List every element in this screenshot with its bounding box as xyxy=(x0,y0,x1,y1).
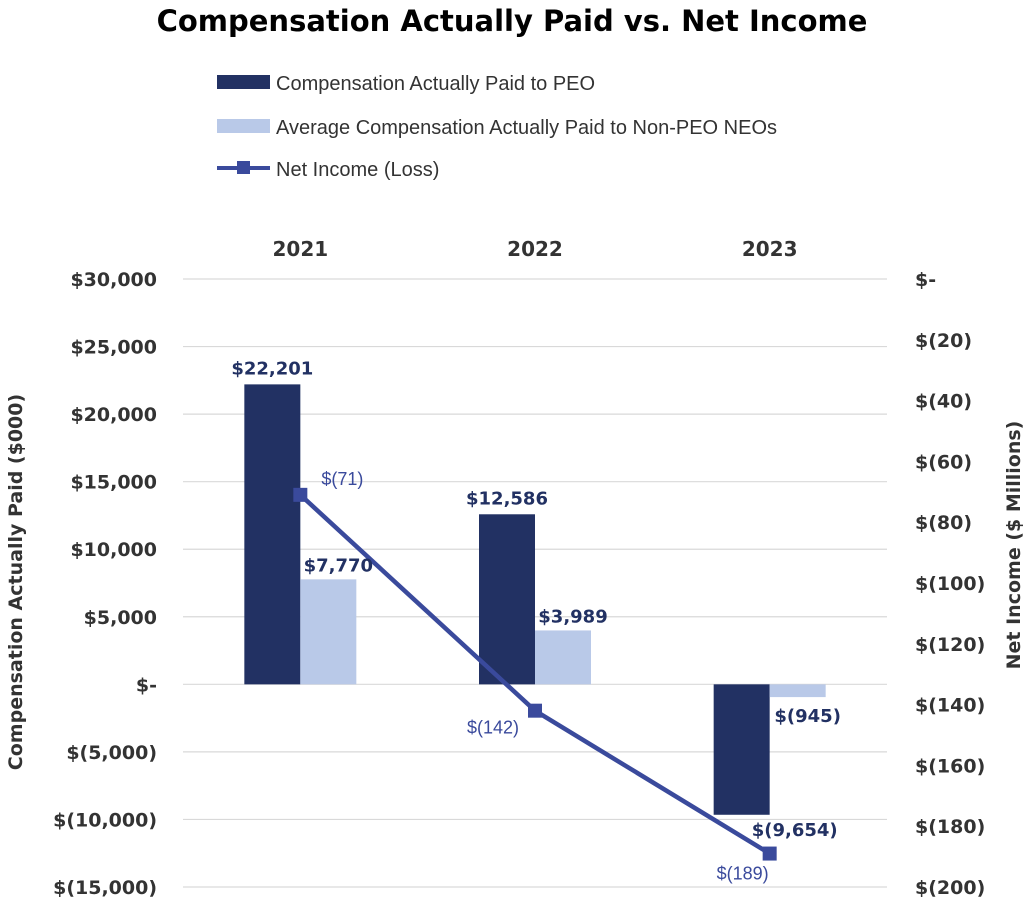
chart-title: Compensation Actually Paid vs. Net Incom… xyxy=(157,4,868,38)
left-tick-label: $15,000 xyxy=(70,472,157,494)
data-label-non-peo: $7,770 xyxy=(304,555,373,576)
right-tick-label: $(20) xyxy=(915,330,972,352)
category-label: 2023 xyxy=(742,237,798,261)
left-axis-ticks: $30,000 $25,000 $20,000 $15,000 $10,000 $5,00… xyxy=(53,269,157,899)
left-tick-label: $25,000 xyxy=(70,337,157,359)
left-tick-label: $(5,000) xyxy=(66,742,157,764)
right-tick-label: $(180) xyxy=(915,816,985,838)
left-tick-label: $30,000 xyxy=(70,269,157,291)
category-labels: 2021 2022 2023 xyxy=(272,237,797,261)
data-labels: $22,201 $7,770 $12,586 $3,989 $(9,654) $(945)… xyxy=(231,358,841,883)
legend-swatch-non-peo xyxy=(217,119,270,133)
bar-non-peo xyxy=(535,630,591,685)
data-label-non-peo: $(945) xyxy=(774,706,841,727)
data-label-peo: $12,586 xyxy=(466,488,548,509)
left-tick-label: $10,000 xyxy=(70,539,157,561)
legend: Compensation Actually Paid to PEO Averag… xyxy=(217,73,777,181)
net-income-marker xyxy=(293,487,308,502)
data-label-peo: $(9,654) xyxy=(752,820,838,841)
legend-label-non-peo: Average Compensation Actually Paid to No… xyxy=(276,117,777,139)
right-tick-label: $(80) xyxy=(915,512,972,534)
left-tick-label: $- xyxy=(136,674,157,696)
left-tick-label: $5,000 xyxy=(84,607,157,629)
data-label-non-peo: $3,989 xyxy=(538,606,607,627)
bars xyxy=(244,384,826,815)
left-tick-label: $(15,000) xyxy=(53,877,157,899)
right-tick-label: $(60) xyxy=(915,451,972,473)
bar-peo xyxy=(479,514,535,685)
category-label: 2021 xyxy=(272,237,328,261)
left-tick-label: $(10,000) xyxy=(53,809,157,831)
right-tick-label: $(40) xyxy=(915,391,972,413)
bar-peo xyxy=(244,384,301,685)
right-tick-label: $(160) xyxy=(915,755,985,777)
legend-marker-net-income xyxy=(237,161,250,174)
data-label-net-income: $(189) xyxy=(717,864,769,884)
left-tick-label: $20,000 xyxy=(70,404,157,426)
y2-axis-title: Net Income ($ Millions) xyxy=(1003,421,1025,670)
net-income-marker xyxy=(528,703,542,718)
data-label-net-income: $(142) xyxy=(467,718,519,738)
legend-label-net-income: Net Income (Loss) xyxy=(276,159,439,181)
bar-peo xyxy=(713,684,770,815)
data-label-net-income: $(71) xyxy=(321,469,363,489)
bar-non-peo xyxy=(769,684,826,698)
legend-swatch-peo xyxy=(217,75,270,89)
net-income-line xyxy=(293,487,777,861)
legend-label-peo: Compensation Actually Paid to PEO xyxy=(276,73,595,95)
right-tick-label: $(140) xyxy=(915,695,985,717)
bar-non-peo xyxy=(300,579,357,685)
right-tick-label: $(100) xyxy=(915,573,985,595)
category-label: 2022 xyxy=(507,237,563,261)
net-income-marker xyxy=(762,846,777,861)
right-axis-ticks: $- $(20) $(40) $(60) $(80) $(100) $(120) $(140)… xyxy=(915,269,985,899)
right-tick-label: $(200) xyxy=(915,877,985,899)
data-label-peo: $22,201 xyxy=(231,358,313,379)
right-tick-label: $- xyxy=(915,269,936,291)
y-axis-title: Compensation Actually Paid ($000) xyxy=(5,394,27,770)
right-tick-label: $(120) xyxy=(915,634,985,656)
